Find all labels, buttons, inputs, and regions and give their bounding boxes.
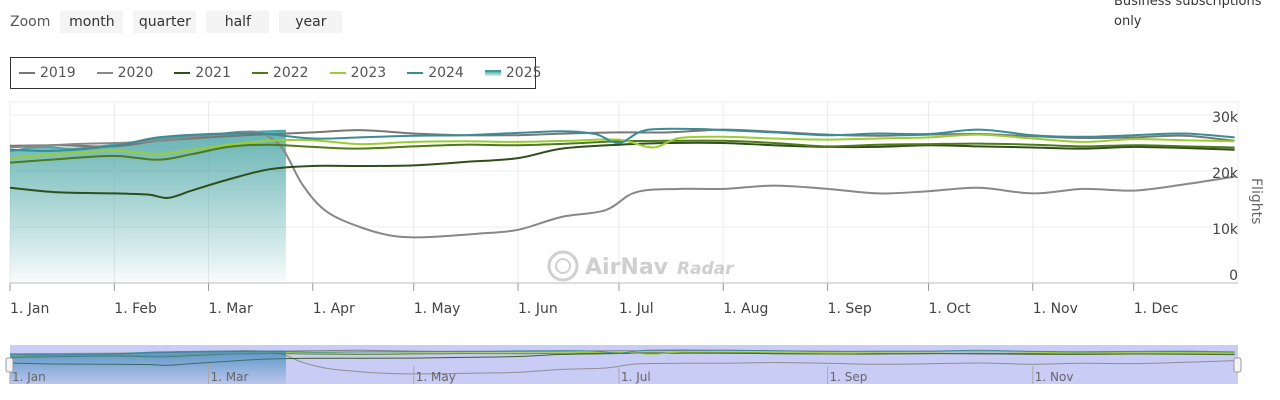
legend-item-2024[interactable]: 2024: [407, 65, 464, 81]
y-tick-label: 0: [1229, 268, 1238, 284]
legend-item-2023[interactable]: 2023: [329, 65, 387, 81]
legend-swatch-2025: [484, 70, 501, 76]
x-tick-label: 1. Jul: [619, 301, 654, 317]
legend-label-2020: 2020: [117, 65, 154, 81]
legend-label-2022: 2022: [272, 65, 309, 81]
navigator-right-handle[interactable]: [1233, 357, 1242, 373]
y-tick-label: 30k: [1212, 110, 1239, 126]
x-tick-label: 1. Aug: [723, 301, 768, 317]
zoom-label: Zoom: [10, 14, 51, 30]
legend-swatch-2023: [329, 72, 346, 74]
legend-item-2019[interactable]: 2019: [19, 65, 76, 81]
series-line-2022: [9, 139, 1235, 164]
navigator-line-2024: [9, 349, 1235, 356]
y-tick-label: 10k: [1212, 222, 1239, 238]
x-tick-label: 1. Feb: [114, 301, 157, 317]
legend-label-2019: 2019: [40, 65, 76, 81]
legend-label-2024: 2024: [428, 65, 464, 81]
navigator[interactable]: 1. Jan 1. Mar 1. May 1. Jul 1. Sep 1. Nov: [5, 345, 1242, 384]
series-line-2020: [9, 130, 1235, 239]
navigator-tick-label: 1. Sep: [830, 370, 868, 384]
watermark-brand: AirNav: [585, 255, 669, 280]
legend-swatch-2022: [251, 72, 268, 74]
legend-swatch-2021: [174, 72, 191, 74]
navigator-axis: 1. Jan 1. Mar 1. May 1. Jul 1. Sep 1. Nov: [9, 366, 1074, 384]
x-tick-label: 1. Apr: [313, 301, 355, 317]
watermark-logo-inner-icon: [555, 258, 571, 274]
series-line-2019: [9, 128, 1235, 148]
zoom-bar: Zoom month quarter half year: [10, 10, 343, 34]
legend-label-2025: 2025: [505, 65, 542, 81]
legend-item-2020[interactable]: 2020: [96, 65, 154, 81]
series-line-2024: [9, 127, 1235, 152]
legend-swatch-2020: [96, 72, 113, 74]
legend-label-2023: 2023: [350, 65, 387, 81]
x-tick-label: 1. Nov: [1033, 301, 1078, 317]
subscription-note: Business subscriptions only: [1114, 0, 1262, 29]
series-line-2021: [9, 141, 1235, 199]
y-axis-label: Flights: [1248, 178, 1264, 224]
series-area-2025: [10, 130, 286, 283]
legend-label-2021: 2021: [195, 65, 231, 81]
legend-swatch-2024: [407, 72, 424, 74]
series-layer: [9, 127, 1235, 283]
navigator-series: [9, 349, 1235, 384]
watermark: AirNav Radar: [547, 250, 735, 282]
zoom-month-button[interactable]: month: [60, 11, 124, 33]
legend-item-2021[interactable]: 2021: [174, 65, 231, 81]
navigator-tick-label: 1. May: [416, 370, 456, 384]
zoom-half-button[interactable]: half: [206, 11, 270, 33]
x-tick-label: 1. May: [414, 301, 461, 317]
legend-swatch-2019: [19, 72, 35, 74]
x-tick-label: 1. Oct: [928, 301, 971, 317]
navigator-area-2025: [10, 350, 286, 384]
navigator-tick-label: 1. Nov: [1035, 370, 1074, 384]
zoom-quarter-button[interactable]: quarter: [133, 11, 197, 33]
navigator-tick-label: 1. Mar: [210, 370, 248, 384]
zoom-year-button[interactable]: year: [279, 11, 343, 33]
legend-item-2022[interactable]: 2022: [251, 65, 309, 81]
x-tick-label: 1. Jan: [10, 301, 49, 317]
x-tick-label: 1. Jun: [518, 301, 558, 317]
chart-legend: 2019 2020 2021 2022 2023 2024 2025: [10, 57, 541, 89]
navigator-tick-label: 1. Jan: [12, 370, 46, 384]
x-tick-label: 1. Dec: [1134, 301, 1179, 317]
watermark-product: Radar: [677, 259, 735, 279]
series-line-2023: [9, 133, 1235, 160]
legend-item-2025[interactable]: 2025: [484, 65, 542, 81]
y-tick-label: 20k: [1212, 166, 1239, 182]
watermark-logo-icon: [547, 250, 579, 282]
x-tick-label: 1. Mar: [208, 301, 252, 317]
navigator-tick-label: 1. Jul: [621, 370, 651, 384]
x-tick-label: 1. Sep: [828, 301, 872, 317]
axis-layer: 1. Jan 1. Feb 1. Mar 1. Apr 1. May 1. Jun 1. J…: [9, 110, 1239, 317]
navigator-left-handle[interactable]: [5, 357, 14, 373]
